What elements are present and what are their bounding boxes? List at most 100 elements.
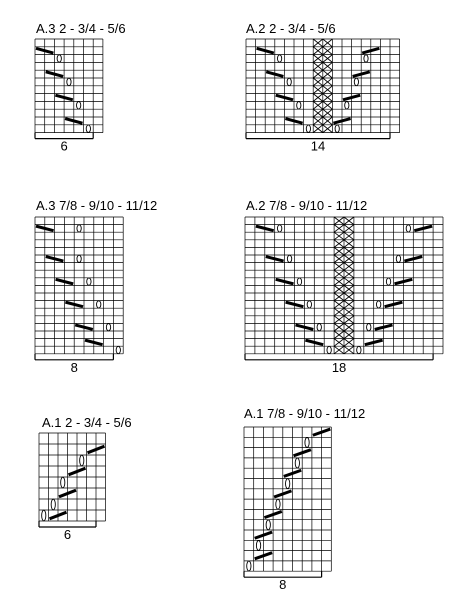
decrease-symbol-rising [48,510,68,521]
yarn-over-symbol [366,323,372,332]
yarn-over-symbol [306,300,312,309]
decrease-symbol [285,300,304,309]
decrease-symbol [255,224,275,233]
cable-cross-mark [333,285,345,294]
decrease-symbol [35,224,54,233]
decrease-symbol [45,70,64,78]
cable-cross-mark [322,108,333,118]
yarn-over-symbol [66,77,72,87]
chart-title: A.1 2 - 3/4 - 5/6 [42,415,132,430]
decrease-symbol [265,255,284,263]
cable-cross-mark [322,54,333,63]
cable-cross-mark [333,262,345,271]
cable-cross-mark [343,277,355,286]
cable-cross-mark [322,69,333,79]
decrease-symbol-mirrored [374,323,393,331]
cable-cross-mark [322,38,333,48]
decrease-symbol [65,300,84,309]
cable-cross-mark [343,323,355,332]
decrease-symbol [35,46,54,55]
cable-cross-mark [312,124,324,133]
yarn-over-symbol [50,498,56,511]
yarn-over-symbol [334,124,340,133]
repeat-label: 6 [64,527,71,542]
yarn-over-symbol [296,101,302,110]
repeat-label: 8 [279,577,286,592]
decrease-symbol-mirrored [342,93,361,102]
cable-cross-mark [333,307,345,317]
yarn-over-symbol [316,323,322,332]
cable-cross-mark [343,231,355,241]
cable-cross-mark [333,216,345,225]
decrease-symbol [285,117,303,125]
chart-title: A.3 7/8 - 9/10 - 11/12 [36,198,157,213]
cable-cross-mark [343,300,355,309]
decrease-symbol-rising [283,468,302,478]
yarn-over-symbol [376,300,382,309]
decrease-symbol-rising [263,510,283,520]
cable-cross-mark [333,338,345,347]
yarn-over-symbol [79,454,85,467]
cable-cross-mark [312,93,324,102]
yarn-over-symbol [305,124,311,133]
decrease-symbol-rising [273,489,293,499]
yarn-over-symbol [395,254,402,263]
cable-cross-mark [322,101,333,110]
decrease-symbol [275,93,294,102]
decrease-symbol [74,323,94,331]
decrease-symbol [295,323,314,331]
cable-cross-mark [333,231,345,241]
yarn-over-symbol [277,224,283,233]
yarn-over-symbol [86,277,92,286]
decrease-symbol [305,338,324,347]
decrease-symbol-rising [58,488,77,499]
yarn-over-symbol [296,277,303,286]
yarn-over-symbol [363,54,369,63]
cable-cross-mark [343,345,355,355]
repeat-label: 14 [311,139,325,154]
cable-cross-mark [322,46,333,55]
yarn-over-symbol [326,345,332,355]
cable-cross-mark [343,216,355,225]
decrease-symbol-mirrored [361,46,380,55]
cable-cross-mark [322,93,333,102]
cable-cross-mark [333,300,345,309]
yarn-over-symbol [56,54,62,63]
decrease-symbol-mirrored [364,338,383,347]
decrease-symbol [84,338,103,347]
cable-cross-mark [312,46,324,55]
cable-cross-mark [333,330,345,339]
yarn-over-symbol [385,277,392,286]
decrease-symbol [55,93,74,102]
repeat-label: 8 [71,360,78,375]
chart-title: A.2 7/8 - 9/10 - 11/12 [246,198,367,213]
decrease-symbol-mirrored [404,255,423,263]
yarn-over-symbol [76,254,82,263]
cable-cross-mark [333,315,345,324]
repeat-label: 18 [332,360,346,375]
decrease-symbol [275,277,294,286]
cable-cross-mark [322,116,333,126]
cable-cross-mark [322,124,333,133]
decrease-symbol [45,255,64,263]
cable-cross-mark [333,247,345,256]
yarn-over-symbol [96,300,102,309]
cable-cross-mark [343,262,355,271]
cable-cross-mark [333,345,345,355]
cable-cross-mark [312,38,324,48]
yarn-over-symbol [255,540,262,551]
cable-cross-mark [343,292,355,301]
yarn-over-symbol [76,224,82,233]
cable-cross-mark [333,224,345,233]
decrease-symbol-mirrored [394,277,413,286]
cable-cross-mark [322,77,333,87]
cable-cross-mark [312,69,324,79]
decrease-symbol [55,277,74,286]
cable-cross-mark [312,101,324,110]
cable-cross-mark [343,224,355,233]
yarn-over-symbol [353,77,359,87]
cable-cross-mark [343,269,355,279]
cable-cross-mark [312,85,324,94]
yarn-over-symbol [405,224,411,233]
cable-cross-mark [333,277,345,286]
